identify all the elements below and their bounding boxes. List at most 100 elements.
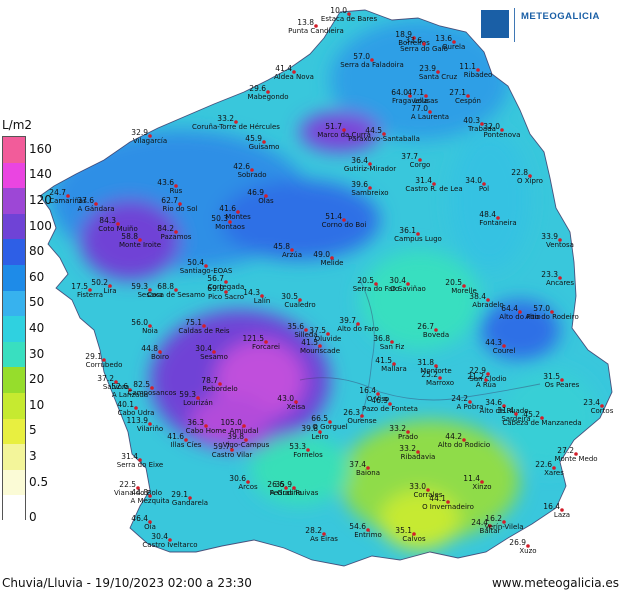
station-marker[interactable]: 24.2A Pobra [451,394,483,411]
station-marker[interactable]: 30.4O Saviñao [389,276,425,293]
station-marker[interactable]: 66.5O Gorguel [311,414,347,431]
station-marker[interactable]: 22.8O Xipro [511,168,543,185]
station-marker[interactable]: 77.0A Laurenta [411,104,449,121]
station-marker[interactable]: 26.6A Gudiña [267,480,302,497]
station-marker[interactable]: 37.6A Gándara [77,196,114,213]
station-marker[interactable]: 44.8A Mezquita [131,488,170,505]
station-marker[interactable]: 21.2A Rúa [467,372,496,389]
station-marker[interactable]: 52.6A Lanzada [111,382,148,399]
station-marker[interactable]: 31.5Os Peares [543,372,579,389]
meteogalicia-logo[interactable]: METEOGALICIA [481,8,623,44]
